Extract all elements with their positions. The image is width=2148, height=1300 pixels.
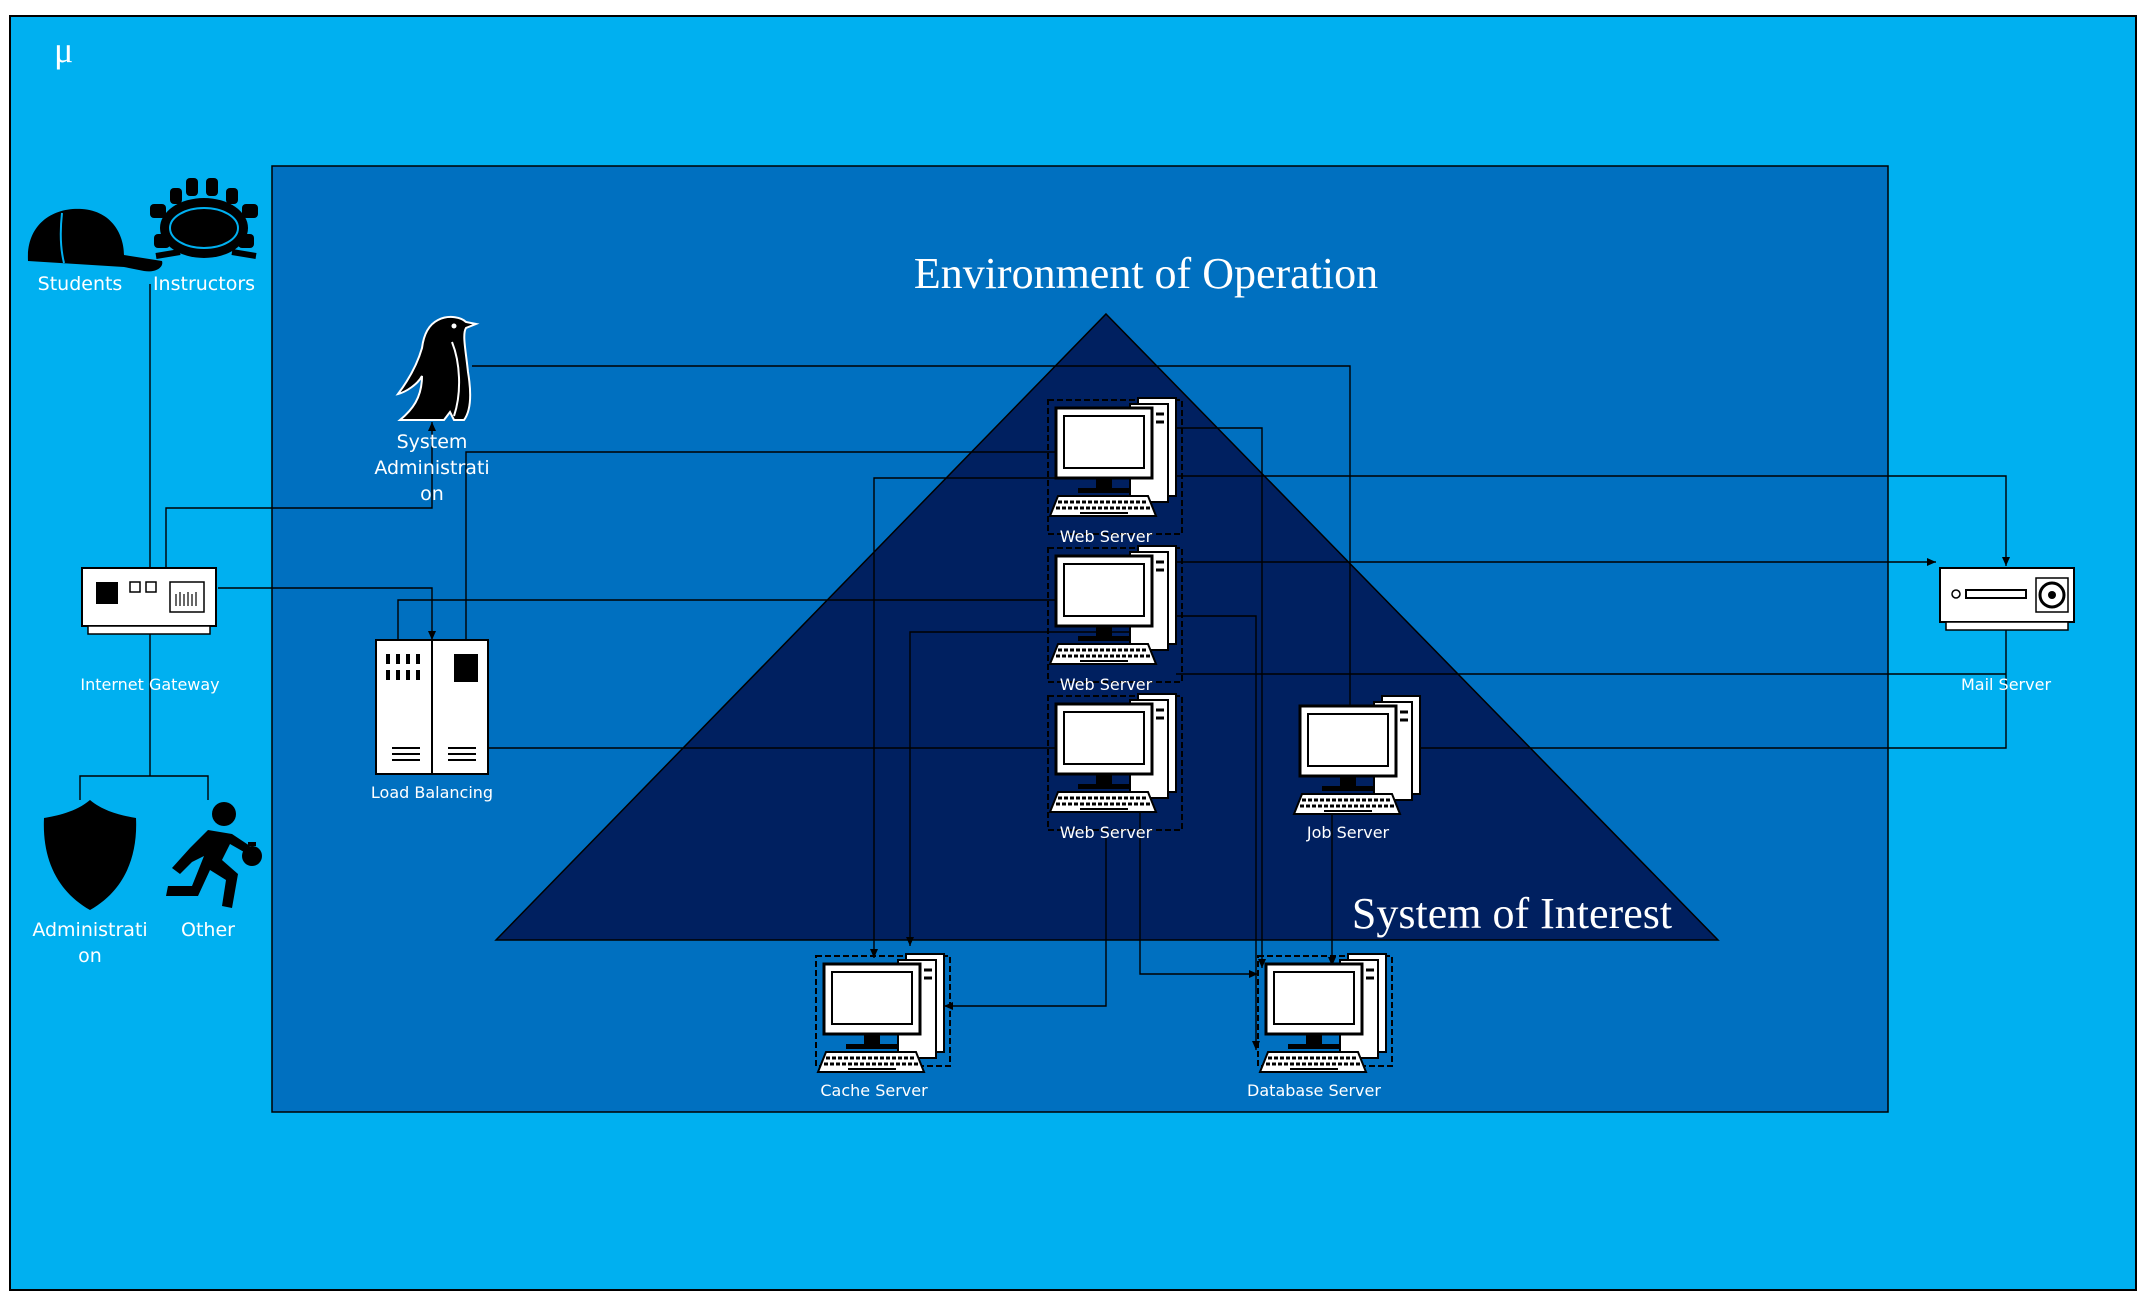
- cap-icon: [27, 208, 163, 272]
- system-title: System of Interest: [1352, 889, 1672, 938]
- sysadmin-label-line2: Administrati: [374, 457, 489, 479]
- connector-job-mail: [1416, 600, 2010, 749]
- connector-web1-mail: [1170, 475, 2010, 566]
- shield-icon: [43, 800, 137, 910]
- web-server-icon: [1047, 544, 1183, 683]
- connector-web3-database: [1139, 800, 1258, 978]
- internet-gateway-label: Internet Gateway: [80, 675, 219, 694]
- cache-server-icon: [815, 952, 951, 1074]
- database-server-label: Database Server: [1247, 1081, 1381, 1100]
- web-server-icon: [1047, 692, 1183, 831]
- connector-admin-other: [79, 775, 209, 800]
- job-server-icon: [1292, 694, 1422, 816]
- mail-server-icon: [1939, 567, 2075, 631]
- web-server-label: Web Server: [1060, 527, 1153, 546]
- connector-lb-web1: [465, 448, 1110, 640]
- connector-web2-cache: [906, 631, 1170, 946]
- sysadmin-label-line1: System: [397, 431, 468, 453]
- connectors: [79, 284, 2010, 1050]
- connector-gateway-loadbalancer: [218, 587, 436, 640]
- connector-web2-database: [1170, 615, 1260, 1050]
- mail-server-label: Mail Server: [1961, 675, 2051, 694]
- administration-label-line1: Administrati: [32, 919, 147, 941]
- mu-symbol: μ: [54, 30, 73, 70]
- administration-label-line2: on: [78, 945, 102, 967]
- load-balancing-label: Load Balancing: [371, 783, 493, 802]
- web-server-label: Web Server: [1060, 823, 1153, 842]
- cache-server-label: Cache Server: [820, 1081, 928, 1100]
- database-server-icon: [1257, 952, 1393, 1074]
- router-icon: [81, 567, 217, 635]
- running-person-icon: [166, 802, 262, 908]
- web-server-icon: [1047, 396, 1183, 535]
- load-balancer-icon: [375, 639, 489, 775]
- connector-web1-database: [1170, 427, 1266, 968]
- web-server-label: Web Server: [1060, 675, 1153, 694]
- meeting-table-icon: [150, 178, 258, 259]
- other-label: Other: [181, 919, 235, 941]
- connector-gateway-sysadmin: [165, 422, 436, 570]
- connector-sysadmin-jobserver: [472, 365, 1354, 748]
- environment-title: Environment of Operation: [914, 249, 1378, 298]
- students-label: Students: [38, 273, 123, 295]
- connector-web3-cache: [944, 838, 1107, 1010]
- sysadmin-label-line3: on: [420, 483, 444, 505]
- connector-lb-web2: [397, 596, 1110, 640]
- job-server-label: Job Server: [1306, 823, 1390, 842]
- penguin-icon: [395, 315, 480, 421]
- instructors-label: Instructors: [153, 273, 255, 295]
